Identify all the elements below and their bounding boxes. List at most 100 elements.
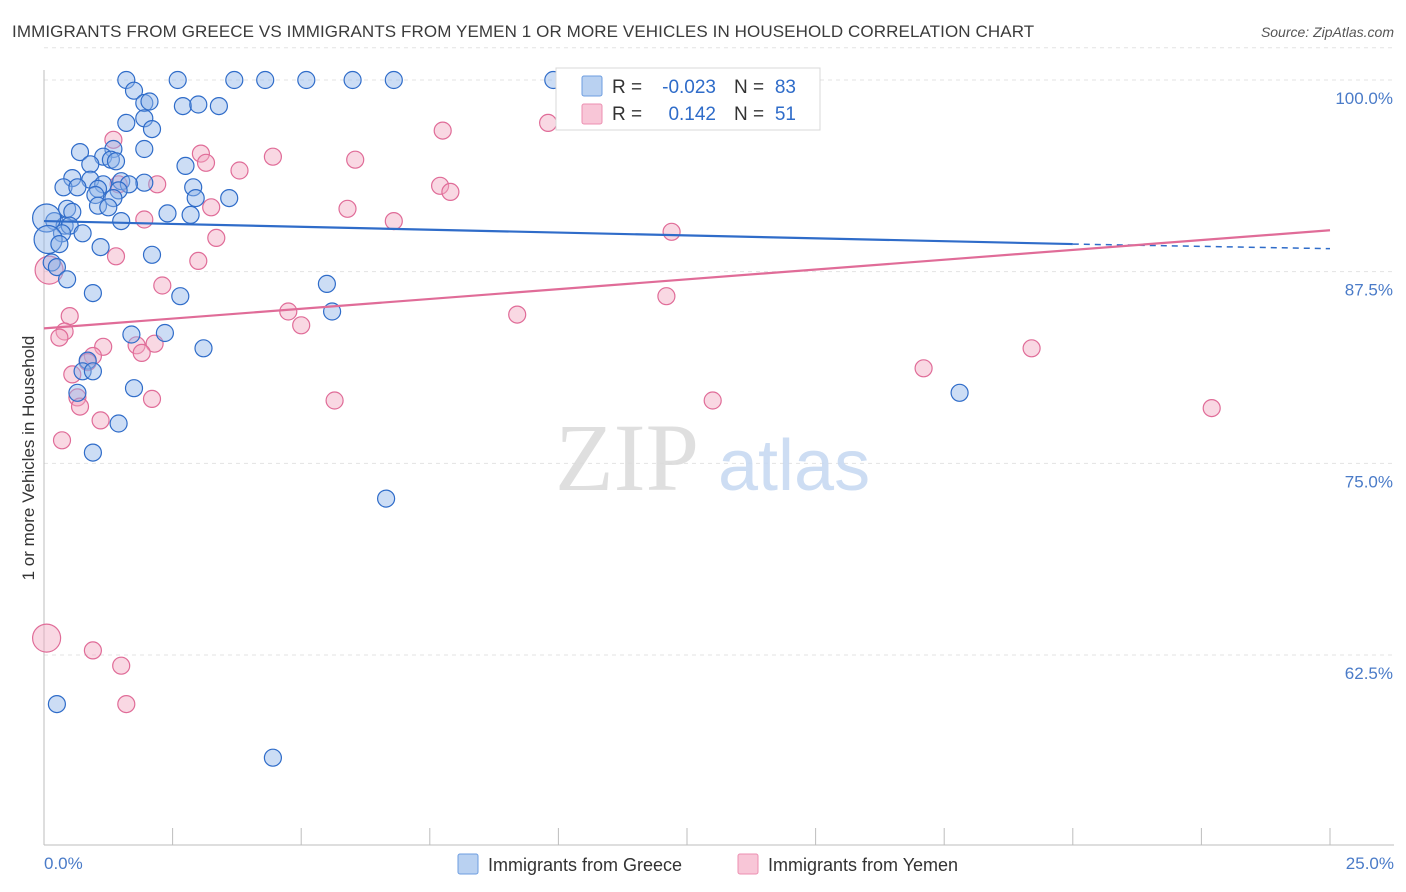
- yemen-point-46: [31, 623, 62, 653]
- greece-point-69: [83, 362, 103, 381]
- greece-point-43: [99, 198, 118, 217]
- gridlines: [44, 47, 1394, 656]
- greece-point-23: [106, 152, 126, 171]
- greece-point-24: [176, 156, 195, 175]
- yemen-point-18: [106, 247, 126, 266]
- yemen-point-10: [431, 176, 450, 195]
- greece-point-60: [83, 284, 103, 303]
- greece-point-74: [83, 443, 103, 462]
- yemen-point-7: [230, 161, 249, 180]
- legend-yemen-n-value: 51: [775, 104, 796, 125]
- greece-point-66: [194, 339, 213, 358]
- series-legend: Immigrants from Greece Immigrants from Y…: [457, 853, 958, 875]
- greece-point-67: [78, 351, 97, 370]
- x-axis-ticks: [43, 828, 1331, 845]
- legend-swatch-greece: [581, 75, 603, 97]
- bottom-legend-greece: Immigrants from Greece: [488, 855, 682, 875]
- yemen-point-49: [117, 694, 136, 714]
- yemen-point-48: [112, 656, 131, 675]
- greece-point-11: [173, 96, 192, 116]
- yemen-point-15: [384, 212, 403, 231]
- greece-point-4: [297, 70, 316, 90]
- bottom-legend-swatch-greece: [457, 853, 479, 875]
- greece-point-16: [142, 120, 162, 139]
- greece-point-2: [225, 70, 244, 90]
- chart-title: IMMIGRANTS FROM GREECE VS IMMIGRANTS FRO…: [12, 22, 1035, 41]
- greece-point-53: [33, 224, 63, 255]
- yemen-point-16: [662, 222, 681, 241]
- yemen-point-6: [196, 153, 216, 172]
- trend-line-greece-extension: [1072, 243, 1331, 250]
- greece-point-22: [81, 155, 100, 174]
- yemen-point-4: [263, 147, 282, 166]
- greece-point-30: [119, 175, 138, 194]
- greece-point-37: [104, 189, 123, 208]
- y-tick-label-2: 87.5%: [1345, 281, 1393, 300]
- yemen-point-25: [292, 316, 311, 335]
- y-axis-title: 1 or more Vehicles in Household: [19, 336, 38, 581]
- greece-point-58: [142, 245, 162, 264]
- x-tick-label-min: 0.0%: [44, 854, 83, 873]
- greece-point-34: [54, 178, 73, 197]
- legend-greece-r-value: -0.023: [662, 77, 716, 98]
- greece-point-13: [209, 96, 228, 116]
- yemen-point-45: [52, 431, 72, 450]
- yemen-point-12: [202, 198, 221, 217]
- yemen-point-42: [70, 397, 90, 416]
- bottom-legend-swatch-yemen: [737, 853, 759, 875]
- source-label: Source: ZipAtlas.com: [1260, 24, 1394, 40]
- yemen-point-35: [63, 365, 82, 384]
- greece-point-68: [73, 362, 92, 381]
- yemen-point-14: [135, 210, 154, 229]
- trend-line-yemen: [43, 229, 1331, 330]
- greece-point-70: [68, 383, 87, 402]
- greece-point-72: [950, 383, 969, 402]
- y-tick-labels: 62.5% 75.0% 87.5% 100.0%: [1335, 89, 1393, 683]
- series-greece-points: [31, 70, 969, 767]
- greece-point-73: [109, 414, 128, 433]
- yemen-point-40: [325, 391, 344, 410]
- greece-point-19: [135, 139, 154, 159]
- legend-yemen-r-label: R =: [612, 104, 642, 125]
- greece-point-35: [68, 178, 87, 197]
- legend-greece-n-value: 83: [775, 77, 796, 98]
- legend-yemen-r-value: 0.142: [668, 104, 716, 125]
- greece-point-10: [140, 92, 159, 111]
- greece-point-62: [317, 274, 336, 293]
- yemen-point-13: [338, 199, 357, 218]
- watermark: ZIP atlas: [555, 404, 870, 511]
- yemen-point-5: [346, 150, 365, 169]
- yemen-point-17: [207, 228, 226, 247]
- greece-point-14: [117, 113, 136, 133]
- yemen-point-47: [83, 641, 103, 660]
- greece-point-8: [124, 81, 144, 100]
- legend-greece-r-label: R =: [612, 77, 642, 98]
- yemen-point-26: [60, 307, 79, 326]
- greece-point-39: [220, 189, 239, 208]
- legend-yemen-n-label: N =: [734, 104, 764, 125]
- greece-point-17: [70, 143, 90, 162]
- yemen-point-0: [538, 113, 558, 133]
- bottom-legend-yemen: Immigrants from Yemen: [768, 855, 958, 875]
- yemen-point-21: [153, 276, 172, 295]
- greece-point-3: [256, 70, 275, 90]
- greece-point-38: [186, 189, 205, 208]
- yemen-point-2: [104, 130, 123, 149]
- watermark-atlas: atlas: [718, 426, 870, 506]
- yemen-point-39: [142, 389, 162, 408]
- yemen-point-28: [50, 328, 69, 347]
- greece-point-50: [73, 224, 92, 243]
- yemen-point-3: [191, 144, 210, 163]
- greece-point-45: [181, 205, 200, 224]
- greece-point-59: [57, 270, 77, 289]
- greece-point-1: [168, 70, 187, 90]
- greece-point-41: [63, 202, 82, 221]
- legend-greece-n-label: N =: [734, 77, 764, 98]
- greece-point-51: [112, 212, 131, 231]
- greece-point-54: [50, 235, 69, 254]
- yemen-point-22: [657, 287, 676, 306]
- greece-point-57: [47, 258, 67, 277]
- yemen-point-1: [433, 121, 452, 140]
- greece-point-6: [384, 70, 403, 90]
